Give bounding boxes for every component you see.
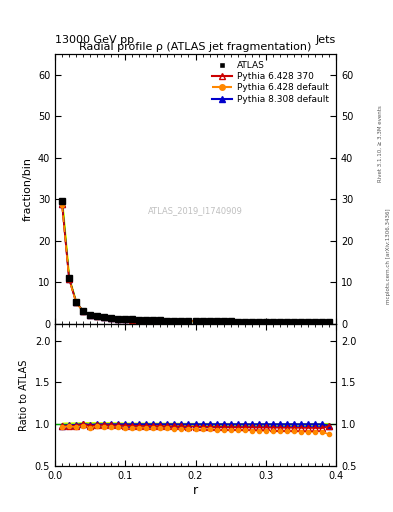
Text: mcplots.cern.ch [arXiv:1306.3436]: mcplots.cern.ch [arXiv:1306.3436] — [386, 208, 391, 304]
Legend: ATLAS, Pythia 6.428 370, Pythia 6.428 default, Pythia 8.308 default: ATLAS, Pythia 6.428 370, Pythia 6.428 de… — [210, 58, 332, 106]
Y-axis label: fraction/bin: fraction/bin — [22, 157, 32, 221]
Text: 13000 GeV pp: 13000 GeV pp — [55, 35, 134, 45]
X-axis label: r: r — [193, 483, 198, 497]
Text: ATLAS_2019_I1740909: ATLAS_2019_I1740909 — [148, 206, 243, 215]
Title: Radial profile ρ (ATLAS jet fragmentation): Radial profile ρ (ATLAS jet fragmentatio… — [79, 41, 312, 52]
Text: Jets: Jets — [316, 35, 336, 45]
Text: Rivet 3.1.10, ≥ 3.3M events: Rivet 3.1.10, ≥ 3.3M events — [378, 105, 383, 182]
Y-axis label: Ratio to ATLAS: Ratio to ATLAS — [19, 359, 29, 431]
